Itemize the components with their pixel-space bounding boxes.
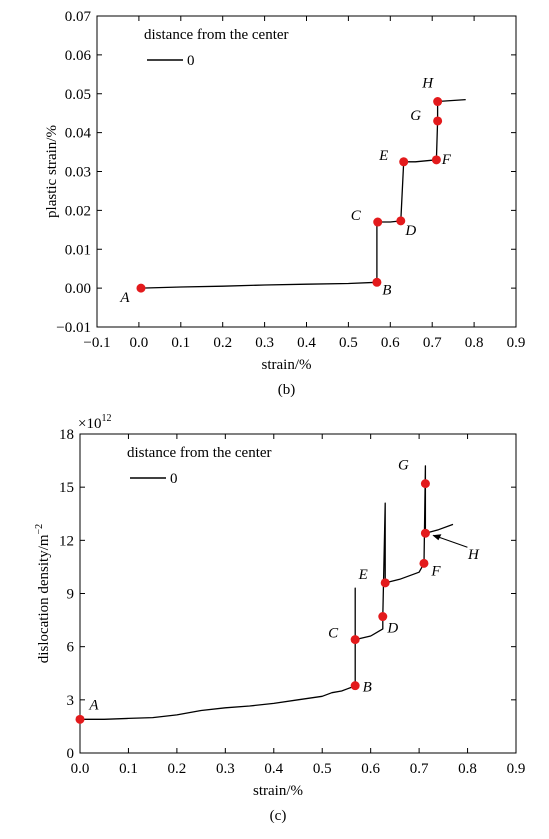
- x-axis-label: strain/%: [262, 357, 312, 373]
- y-tick-label: 0.04: [65, 126, 92, 142]
- marker-label: C: [328, 626, 339, 642]
- marker-label: E: [378, 148, 388, 164]
- marker-point: [433, 116, 443, 126]
- plot-frame: [96, 15, 517, 328]
- marker-label: H: [421, 76, 434, 92]
- marker-point: [431, 155, 441, 165]
- marker-label: D: [404, 223, 416, 239]
- legend-entry: 0: [187, 53, 195, 69]
- x-tick-label: 0.5: [339, 335, 358, 351]
- x-tick-label: 0.1: [119, 761, 138, 777]
- marker-label: G: [410, 108, 421, 124]
- y-tick-label: 0.00: [65, 281, 91, 297]
- marker-point: [420, 479, 430, 489]
- y-tick-label: 9: [67, 587, 75, 603]
- x-tick-label: −0.1: [83, 335, 110, 351]
- marker-label: G: [398, 458, 409, 474]
- x-tick-label: 0.0: [130, 335, 149, 351]
- marker-point: [433, 97, 443, 107]
- y-scale-factor: ×1012: [78, 413, 111, 432]
- chart-plastic-strain: −0.1 0.0 0.1 0.2 0.3 0.4 0.5 0.6 0.7 0.8 0.9 −0.01 0…: [44, 9, 525, 398]
- marker-point: [136, 283, 146, 293]
- y-tick-label: 18: [59, 427, 74, 443]
- y-tick-label: 0.01: [65, 242, 91, 258]
- x-tick-label: 0.7: [423, 335, 442, 351]
- y-axis-label: plastic strain/%: [44, 125, 60, 218]
- x-tick-label: 0.2: [168, 761, 187, 777]
- y-tick-label: −0.01: [56, 320, 91, 336]
- marker-label: A: [88, 697, 99, 713]
- legend-title: distance from the center: [127, 445, 272, 461]
- marker-point: [419, 558, 429, 568]
- marker-label: B: [363, 680, 372, 696]
- legend-entry: 0: [170, 471, 178, 487]
- x-tick-label: 0.8: [458, 761, 477, 777]
- marker-label: E: [358, 567, 368, 583]
- series-line: [140, 98, 466, 289]
- y-tick-label: 12: [59, 533, 74, 549]
- x-tick-label: 0.6: [381, 335, 400, 351]
- x-tick-label: 0.3: [255, 335, 274, 351]
- y-scale-factor-base: ×10: [78, 416, 101, 432]
- marker-point: [420, 528, 430, 538]
- y-axis-label-exponent: −2: [34, 524, 45, 535]
- marker-point: [75, 714, 85, 724]
- x-axis-label: strain/%: [253, 783, 303, 799]
- marker-point: [380, 578, 390, 588]
- x-tick-label: 0.4: [264, 761, 283, 777]
- x-tick-label: 0.6: [361, 761, 380, 777]
- series-line: [80, 465, 454, 720]
- marker-point: [378, 612, 388, 622]
- y-tick-label: 0.07: [65, 9, 92, 25]
- y-scale-factor-exponent: 12: [101, 413, 111, 424]
- marker-label: F: [441, 152, 452, 168]
- x-tick-label: 0.2: [213, 335, 232, 351]
- marker-point: [373, 217, 383, 227]
- y-tick-label: 0: [67, 746, 75, 762]
- marker-point: [399, 157, 409, 167]
- y-tick-label: 3: [67, 693, 75, 709]
- y-axis-label: dislocation density/m−2: [34, 524, 52, 663]
- x-tick-label: 0.0: [71, 761, 90, 777]
- y-axis-label-text: plastic strain/%: [44, 125, 60, 218]
- y-tick-label: 0.02: [65, 203, 91, 219]
- x-tick-label: 0.3: [216, 761, 235, 777]
- x-tick-label: 0.9: [507, 335, 526, 351]
- marker-point: [396, 216, 406, 226]
- figure-caption: (c): [270, 808, 287, 824]
- marker-label: C: [351, 208, 362, 224]
- y-tick-label: 0.05: [65, 87, 91, 103]
- marker-point: [350, 635, 360, 645]
- marker-label: H: [467, 547, 480, 563]
- plot-frame: [79, 433, 517, 754]
- figure-caption: (b): [278, 382, 296, 398]
- marker-label: A: [119, 290, 130, 306]
- h-arrow-head: [432, 534, 442, 541]
- x-tick-label: 0.8: [465, 335, 484, 351]
- marker-label: F: [430, 563, 441, 579]
- marker-label: B: [382, 282, 391, 298]
- y-tick-label: 0.03: [65, 165, 91, 181]
- marker-point: [350, 681, 360, 691]
- x-tick-label: 0.7: [410, 761, 429, 777]
- y-tick-label: 6: [67, 640, 75, 656]
- chart-dislocation-density: 0.0 0.1 0.2 0.3 0.4 0.5 0.6 0.7 0.8 0.9 0 3 6 9 12 15 18…: [34, 413, 525, 824]
- x-tick-label: 0.5: [313, 761, 332, 777]
- y-tick-label: 0.06: [65, 48, 92, 64]
- x-tick-label: 0.9: [507, 761, 526, 777]
- x-tick-label: 0.4: [297, 335, 316, 351]
- y-axis-label-text: dislocation density/m: [36, 534, 52, 663]
- marker-point: [372, 277, 382, 287]
- x-tick-label: 0.1: [171, 335, 190, 351]
- legend-title: distance from the center: [144, 27, 289, 43]
- marker-label: D: [386, 621, 398, 637]
- y-tick-label: 15: [59, 480, 74, 496]
